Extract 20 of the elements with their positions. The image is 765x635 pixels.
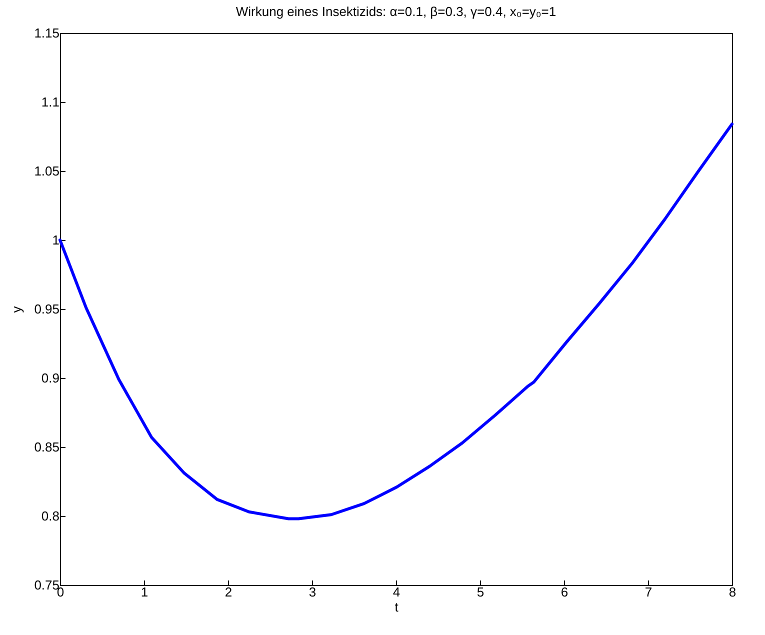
x-tick-label: 2	[224, 584, 232, 600]
x-tick-label: 6	[560, 584, 568, 600]
y-tick-label: 0.95	[34, 302, 60, 316]
y-tick-label: 0.8	[41, 508, 60, 524]
x-tick-label: 8	[728, 584, 736, 600]
y-axis-title: y	[9, 306, 24, 313]
x-tick-label: 1	[140, 584, 148, 600]
y-tick-label: 1.1	[41, 94, 60, 110]
y-tick-label: 1	[52, 232, 60, 248]
x-tick-label: 3	[308, 584, 316, 600]
y-tick-label: 0.9	[41, 370, 60, 386]
y-tick-label: 1.15	[34, 26, 60, 40]
chart-title: Wirkung eines Insektizids: α=0.1, β=0.3, γ=0.4, x₀=y₀=1	[236, 4, 556, 19]
x-tick-label: 5	[476, 584, 484, 600]
y-tick-label: 0.85	[34, 440, 60, 454]
x-tick-label: 4	[392, 584, 400, 600]
x-axis-title: t	[394, 600, 399, 614]
x-tick-label: 7	[644, 584, 652, 600]
y-tick-label: 1.05	[34, 164, 60, 178]
line-series	[58, 122, 734, 520]
